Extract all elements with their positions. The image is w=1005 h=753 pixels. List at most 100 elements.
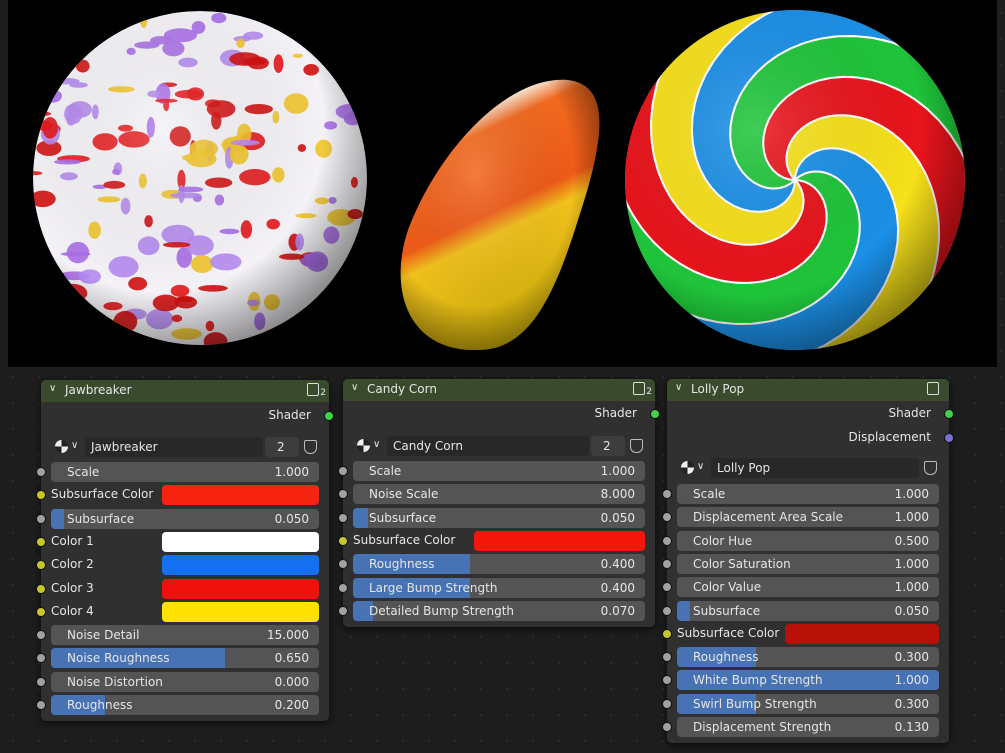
input-label: Subsurface bbox=[693, 603, 761, 618]
fake-user-shield bbox=[630, 439, 643, 453]
input-socket bbox=[36, 490, 46, 501]
input-label: Color Value bbox=[693, 580, 762, 595]
node-title: Lolly Pop bbox=[691, 382, 745, 396]
node-icon bbox=[633, 382, 645, 395]
input-socket bbox=[662, 535, 672, 546]
material-name-field: Candy Corn bbox=[387, 436, 589, 456]
slider-fill bbox=[353, 554, 470, 575]
input-value: 0.300 bbox=[894, 650, 929, 665]
input-label: Noise Scale bbox=[369, 487, 439, 502]
slider-fill bbox=[353, 577, 470, 598]
input-label: Color 1 bbox=[51, 533, 94, 548]
value-field: Roughness 0.200 bbox=[51, 695, 319, 715]
value-field: Roughness 0.400 bbox=[353, 554, 645, 575]
node: ∨ Candy Corn 2 Shader ∨ Candy Corn 2 Scale 1.000… bbox=[338, 379, 660, 627]
input-value: 0.070 bbox=[600, 603, 635, 618]
node-header: ∨ Jawbreaker 2 bbox=[41, 380, 329, 402]
user-count: 2 bbox=[646, 387, 652, 397]
collapse-arrow: ∨ bbox=[675, 382, 683, 393]
value-field: Displacement Area Scale 1.000 bbox=[677, 507, 939, 528]
material-icon bbox=[357, 439, 370, 452]
input-value: 15.000 bbox=[267, 628, 309, 643]
input-socket bbox=[662, 652, 672, 663]
value-field: Scale 1.000 bbox=[353, 461, 645, 481]
slider-fill bbox=[353, 600, 374, 621]
value-field: Roughness 0.300 bbox=[677, 647, 939, 668]
input-label: Color Saturation bbox=[693, 556, 791, 571]
input-socket bbox=[36, 653, 46, 664]
input-value: 0.050 bbox=[274, 511, 309, 526]
input-label: Scale bbox=[369, 464, 402, 478]
input-value: 1.000 bbox=[894, 673, 929, 688]
value-field: Color Hue 0.500 bbox=[677, 530, 939, 551]
value-field: Subsurface 0.050 bbox=[51, 508, 319, 529]
output-label: Displacement bbox=[848, 430, 932, 444]
input-label: Subsurface Color bbox=[51, 487, 154, 502]
value-field: White Bump Strength 1.000 bbox=[677, 670, 939, 691]
node-icon bbox=[307, 383, 319, 396]
output-label: Shader bbox=[594, 406, 637, 420]
input-label: Swirl Bump Strength bbox=[693, 696, 817, 711]
output-socket bbox=[944, 409, 954, 419]
color-swatch bbox=[785, 623, 939, 644]
node-title: Candy Corn bbox=[367, 382, 437, 396]
node-title: Jawbreaker bbox=[65, 383, 132, 397]
input-label: Color 2 bbox=[51, 557, 94, 572]
node: ∨ Jawbreaker 2 Shader ∨ Jawbreaker 2 Scale 1.000… bbox=[36, 380, 334, 721]
input-label: Large Bump Strength bbox=[369, 580, 498, 595]
input-label: Noise Detail bbox=[67, 628, 140, 643]
input-label: Color 3 bbox=[51, 580, 94, 595]
input-label: Displacement Strength bbox=[693, 720, 832, 734]
slider-fill bbox=[677, 693, 756, 714]
material-name: Lolly Pop bbox=[717, 461, 771, 475]
value-field: Noise Roughness 0.650 bbox=[51, 648, 319, 669]
input-socket bbox=[338, 466, 348, 476]
users-count: 2 bbox=[603, 439, 611, 453]
node: ∨ Lolly Pop Shader Displacement ∨ Lolly Pop Sc… bbox=[662, 379, 954, 743]
output-label: Shader bbox=[888, 406, 931, 420]
input-label: Roughness bbox=[693, 650, 759, 665]
output-label: Shader bbox=[268, 408, 311, 422]
node-icon bbox=[927, 382, 939, 395]
color-swatch bbox=[162, 601, 319, 622]
input-socket bbox=[338, 559, 348, 570]
input-socket bbox=[662, 675, 672, 686]
material-dropdown: ∨ bbox=[71, 440, 79, 451]
slider-fill bbox=[51, 695, 105, 715]
value-field: Displacement Strength 0.130 bbox=[677, 717, 939, 737]
user-count: 2 bbox=[320, 388, 326, 398]
color-swatch bbox=[474, 530, 645, 551]
material-name-field: Jawbreaker bbox=[85, 437, 263, 457]
input-label: White Bump Strength bbox=[693, 673, 823, 688]
input-label: Roughness bbox=[369, 557, 435, 572]
input-value: 0.400 bbox=[600, 557, 635, 572]
input-label: Noise Roughness bbox=[67, 651, 170, 666]
input-label: Subsurface Color bbox=[353, 532, 456, 547]
material-dropdown: ∨ bbox=[697, 461, 705, 472]
value-field: Subsurface 0.050 bbox=[677, 600, 939, 621]
input-value: 1.000 bbox=[894, 556, 929, 571]
input-value: 0.200 bbox=[274, 698, 309, 712]
input-label: Color 4 bbox=[51, 603, 94, 618]
input-value: 1.000 bbox=[894, 580, 929, 595]
value-field: Noise Detail 15.000 bbox=[51, 625, 319, 646]
input-socket bbox=[36, 630, 46, 641]
input-socket bbox=[662, 489, 672, 499]
value-field: Noise Distortion 0.000 bbox=[51, 671, 319, 692]
input-socket bbox=[662, 698, 672, 709]
input-value: 0.400 bbox=[600, 580, 635, 595]
slider-fill bbox=[677, 600, 691, 621]
input-value: 0.050 bbox=[600, 510, 635, 525]
slider-fill bbox=[677, 647, 756, 668]
input-value: 8.000 bbox=[600, 487, 635, 502]
input-socket bbox=[338, 512, 348, 523]
input-socket bbox=[662, 582, 672, 593]
input-socket bbox=[662, 722, 672, 732]
input-label: Displacement Area Scale bbox=[693, 510, 844, 525]
value-field: Detailed Bump Strength 0.070 bbox=[353, 600, 645, 621]
material-name: Jawbreaker bbox=[91, 440, 158, 454]
input-socket bbox=[36, 560, 46, 571]
input-value: 0.000 bbox=[274, 674, 309, 689]
value-field: Scale 1.000 bbox=[677, 484, 939, 504]
